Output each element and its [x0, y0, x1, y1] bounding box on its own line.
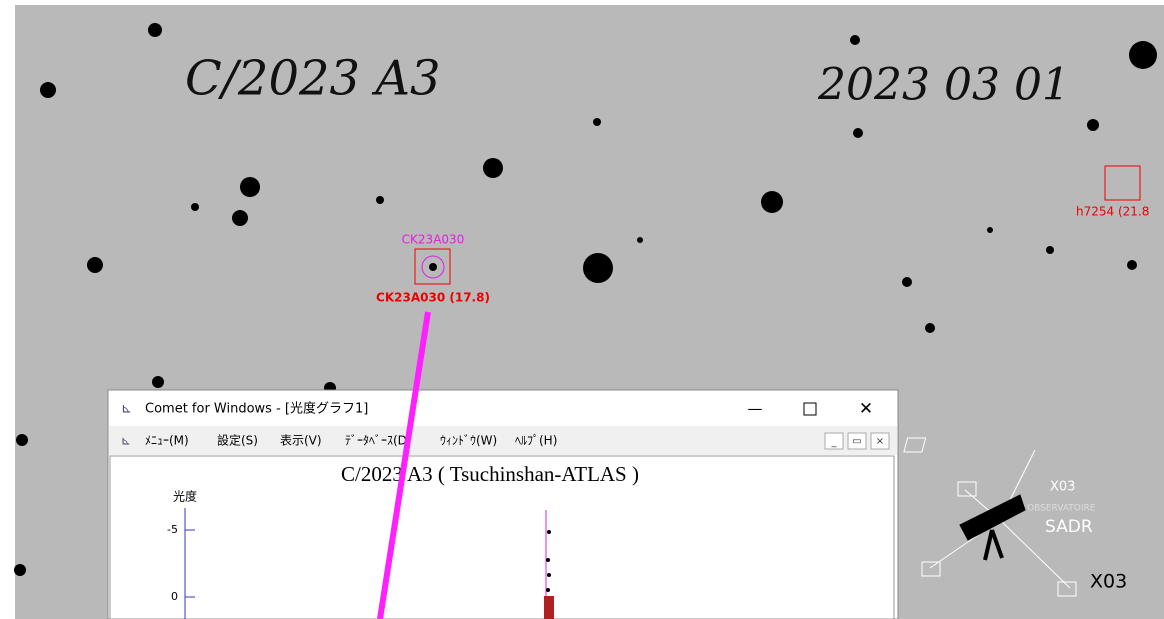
y-tick-label: -5	[167, 523, 178, 536]
menu-item[interactable]: 表示(V)	[280, 434, 322, 448]
logo-name: SADR	[1045, 517, 1093, 537]
target-box	[414, 248, 451, 285]
app-icon: ⊾	[121, 402, 132, 417]
logo-code-2: X03	[1090, 571, 1127, 593]
window: ⊾ Comet for Windows - [光度グラフ1] — ✕ ⊾ ﾒﾆｭ…	[107, 389, 899, 619]
menu-item[interactable]: ﾍﾙﾌﾟ(H)	[515, 434, 557, 448]
menu-item[interactable]: ｳｨﾝﾄﾞｳ(W)	[440, 434, 497, 448]
logo	[903, 437, 1077, 597]
target-mag-label: CK23A030 (17.8)	[376, 291, 490, 305]
mdi-close[interactable]	[870, 432, 890, 450]
menu-item[interactable]: 設定(S)	[217, 433, 258, 448]
observations	[544, 530, 554, 619]
logo-line: OBSERVATOIRE	[1027, 504, 1096, 514]
menu-icon: ⊾	[121, 434, 131, 448]
target-label: CK23A030	[402, 233, 465, 247]
mdi-min[interactable]	[824, 432, 844, 450]
logo-code: X03	[1050, 480, 1075, 495]
stars	[14, 23, 1157, 576]
target-circle	[421, 255, 445, 279]
mdi-min-glyph: _	[831, 437, 838, 448]
window-title: Comet for Windows - [光度グラフ1]	[145, 401, 368, 417]
close-button[interactable]: ✕	[859, 399, 873, 419]
mdi-buttons: _ ▭ ×	[824, 432, 890, 450]
menu-item[interactable]: ﾒﾆｭｰ(M)	[145, 434, 189, 448]
date-label: 2023 03 01	[817, 60, 1070, 111]
y-label: 光度	[173, 489, 197, 504]
graph-title: C/2023 A3 ( Tsuchinshan-ATLAS )	[341, 462, 639, 486]
menu-item[interactable]: ﾃﾞｰﾀﾍﾞｰｽ(D)	[345, 434, 412, 448]
y-tick-label: 0	[171, 590, 178, 603]
other-box	[1104, 165, 1141, 201]
other-label: h7254 (21.8	[1076, 205, 1149, 219]
menu-bar	[109, 426, 897, 455]
mdi-close-glyph: ×	[876, 436, 884, 447]
maximize-button[interactable]	[803, 402, 817, 416]
object-label: C/2023 A3	[185, 51, 441, 107]
graph-area	[109, 455, 895, 619]
motion-line	[377, 311, 431, 619]
mdi-restore[interactable]	[847, 432, 867, 450]
mdi-restore-glyph: ▭	[852, 436, 861, 447]
minimize-button[interactable]: —	[748, 400, 763, 418]
